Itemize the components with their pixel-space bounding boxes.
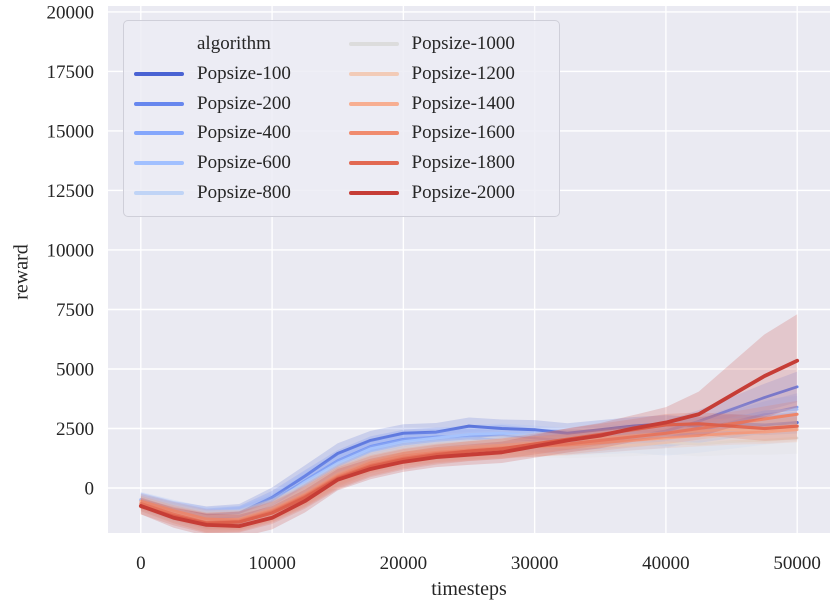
legend-item-popsize-100: Popsize-100 — [134, 59, 331, 89]
series-line-popsize-1800 — [139, 422, 799, 525]
legend-label: Popsize-400 — [197, 122, 291, 144]
y-tick-label: 12500 — [47, 181, 95, 202]
legend-title: algorithm — [134, 29, 331, 59]
legend-item-popsize-1600: Popsize-1600 — [348, 119, 546, 149]
legend-label: Popsize-1600 — [411, 122, 515, 144]
legend-item-popsize-200: Popsize-200 — [134, 89, 331, 119]
legend-item-popsize-2000: Popsize-2000 — [348, 178, 546, 208]
legend-swatch — [348, 71, 399, 76]
legend-label: Popsize-600 — [197, 152, 291, 174]
legend-label: Popsize-1800 — [411, 152, 515, 174]
legend-swatch — [134, 71, 184, 76]
legend-label: Popsize-1400 — [411, 92, 515, 114]
x-tick-label: 30000 — [511, 553, 559, 574]
legend-swatch — [134, 131, 184, 136]
legend-label: Popsize-800 — [197, 182, 291, 204]
legend-item-popsize-1000: Popsize-1000 — [348, 29, 546, 59]
legend-label: Popsize-2000 — [411, 182, 515, 204]
x-tick-label: 50000 — [773, 553, 821, 574]
legend-label: Popsize-1200 — [411, 62, 515, 84]
x-axis-label: timesteps — [431, 578, 507, 600]
x-tick-label: 10000 — [248, 553, 296, 574]
legend-item-popsize-800: Popsize-800 — [134, 178, 331, 208]
legend-swatch — [134, 161, 184, 166]
series-band-popsize-1000 — [140, 422, 798, 532]
legend-item-popsize-400: Popsize-400 — [134, 119, 331, 149]
y-axis-label: reward — [10, 244, 33, 300]
y-tick-label: 5000 — [56, 359, 94, 380]
x-tick-label: 0 — [136, 553, 146, 574]
legend-label: Popsize-200 — [197, 92, 291, 114]
legend-item-popsize-1800: Popsize-1800 — [348, 148, 546, 178]
y-tick-label: 7500 — [56, 300, 94, 321]
x-tick-label: 20000 — [380, 553, 428, 574]
legend-swatch — [348, 191, 399, 196]
legend-swatch — [134, 101, 184, 106]
legend-item-popsize-600: Popsize-600 — [134, 148, 331, 178]
legend-swatch — [134, 191, 184, 196]
y-tick-label: 17500 — [47, 62, 95, 83]
y-tick-label: 15000 — [47, 121, 95, 142]
x-tick-label: 40000 — [642, 553, 690, 574]
legend-swatch — [348, 161, 399, 166]
legend-item-popsize-1400: Popsize-1400 — [348, 89, 546, 119]
y-tick-label: 0 — [85, 479, 95, 500]
legend-label: Popsize-100 — [197, 62, 291, 84]
legend-swatch — [348, 101, 399, 106]
series-band-popsize-200 — [140, 371, 798, 528]
series-line-popsize-2000 — [138, 358, 800, 528]
legend-label: algorithm — [197, 32, 271, 54]
legend-item-popsize-1200: Popsize-1200 — [348, 59, 546, 89]
y-tick-label: 10000 — [47, 240, 95, 261]
y-tick-label: 20000 — [47, 2, 95, 23]
legend-label: Popsize-1000 — [411, 32, 515, 54]
legend-swatch — [348, 41, 399, 46]
legend: algorithm Popsize-100 Popsize-200 Popsize-4… — [123, 20, 560, 217]
y-tick-label: 2500 — [56, 419, 94, 440]
legend-swatch — [348, 131, 399, 136]
